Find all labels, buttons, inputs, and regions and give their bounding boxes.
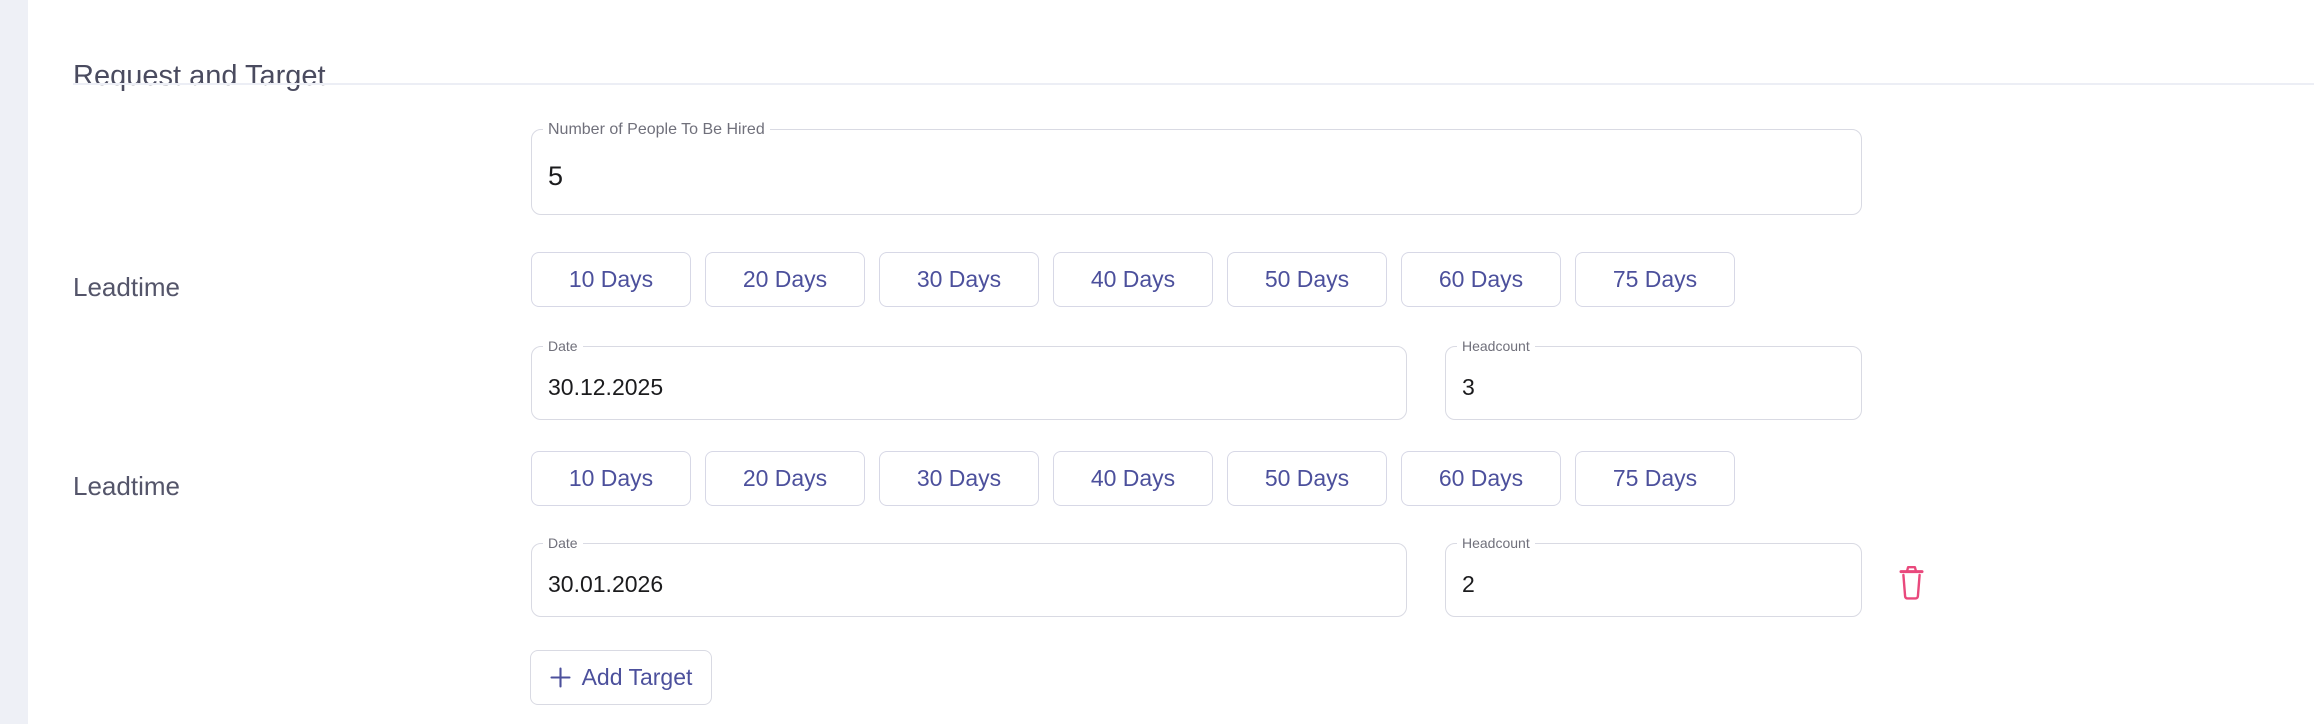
day-button-10-days[interactable]: 10 Days bbox=[531, 252, 691, 307]
day-button-40-days[interactable]: 40 Days bbox=[1053, 252, 1213, 307]
target-1-headcount-label: Headcount bbox=[1457, 338, 1535, 355]
target-2-headcount-label: Headcount bbox=[1457, 535, 1535, 552]
day-button-60-days[interactable]: 60 Days bbox=[1401, 451, 1561, 506]
people-to-be-hired-input[interactable]: Number of People To Be Hired 5 bbox=[531, 120, 1862, 215]
target-2-date-label: Date bbox=[543, 535, 583, 552]
target-1-date-label: Date bbox=[543, 338, 583, 355]
section-divider bbox=[73, 83, 2314, 85]
target-2-headcount-input[interactable]: Headcount 2 bbox=[1445, 535, 1862, 617]
day-button-10-days[interactable]: 10 Days bbox=[531, 451, 691, 506]
trash-icon bbox=[1898, 562, 1925, 601]
left-gutter bbox=[0, 0, 28, 724]
delete-target-2-button[interactable] bbox=[1890, 558, 1932, 604]
leadtime-label-2: Leadtime bbox=[73, 471, 180, 501]
add-target-button[interactable]: Add Target bbox=[530, 650, 712, 705]
day-button-60-days[interactable]: 60 Days bbox=[1401, 252, 1561, 307]
day-button-30-days[interactable]: 30 Days bbox=[879, 451, 1039, 506]
plus-icon bbox=[550, 667, 571, 688]
add-target-label: Add Target bbox=[581, 664, 693, 690]
target-1-date-value: 30.12.2025 bbox=[548, 373, 664, 400]
people-to-be-hired-value: 5 bbox=[548, 160, 564, 191]
section-title: Request and Target bbox=[73, 60, 326, 93]
day-button-50-days[interactable]: 50 Days bbox=[1227, 252, 1387, 307]
target-2-date-input[interactable]: Date 30.01.2026 bbox=[531, 535, 1407, 617]
day-button-75-days[interactable]: 75 Days bbox=[1575, 252, 1735, 307]
leadtime-label-1: Leadtime bbox=[73, 272, 180, 302]
target-2-date-value: 30.01.2026 bbox=[548, 570, 664, 597]
target-1-headcount-value: 3 bbox=[1462, 373, 1475, 400]
day-button-20-days[interactable]: 20 Days bbox=[705, 252, 865, 307]
day-button-50-days[interactable]: 50 Days bbox=[1227, 451, 1387, 506]
day-button-75-days[interactable]: 75 Days bbox=[1575, 451, 1735, 506]
people-to-be-hired-label: Number of People To Be Hired bbox=[543, 120, 770, 139]
target-2-headcount-value: 2 bbox=[1462, 570, 1475, 597]
day-button-20-days[interactable]: 20 Days bbox=[705, 451, 865, 506]
target-1-headcount-input[interactable]: Headcount 3 bbox=[1445, 338, 1862, 420]
target-1-date-input[interactable]: Date 30.12.2025 bbox=[531, 338, 1407, 420]
day-button-40-days[interactable]: 40 Days bbox=[1053, 451, 1213, 506]
day-button-30-days[interactable]: 30 Days bbox=[879, 252, 1039, 307]
